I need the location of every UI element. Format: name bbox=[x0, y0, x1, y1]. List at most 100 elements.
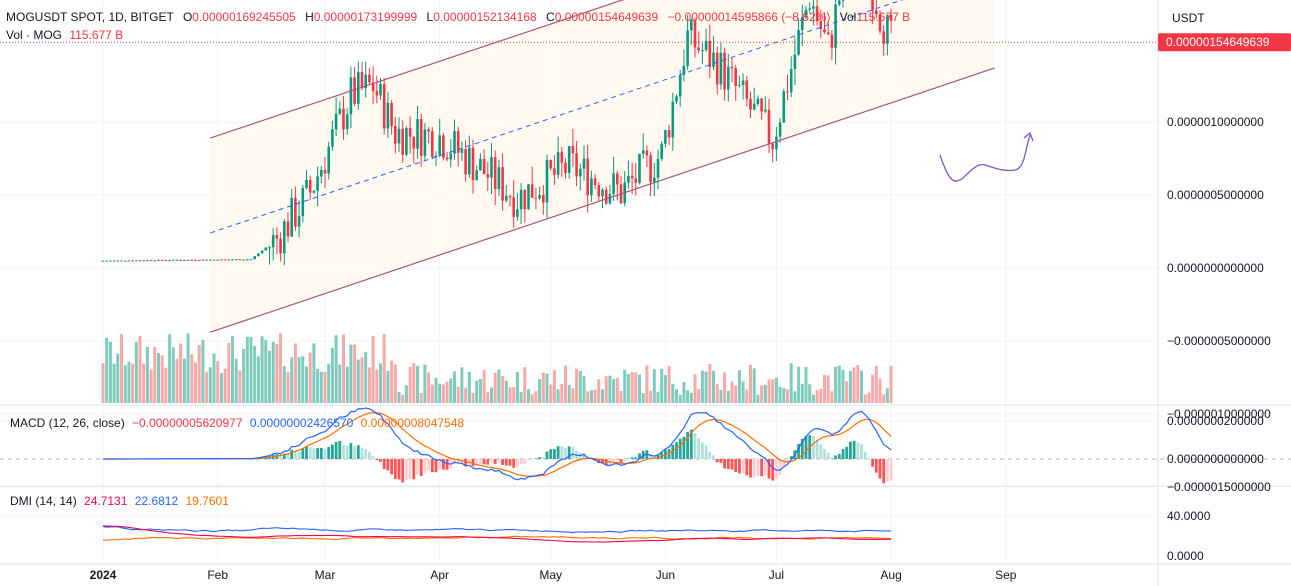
candle-body bbox=[505, 195, 508, 201]
volume-bar bbox=[138, 335, 142, 403]
macd-hist-bar bbox=[560, 446, 564, 459]
candle-body bbox=[560, 152, 564, 163]
volume-bar bbox=[253, 345, 257, 403]
volume-bar bbox=[475, 380, 479, 403]
volume-bar bbox=[871, 374, 875, 403]
candle-body bbox=[745, 80, 749, 99]
candle-body bbox=[752, 103, 756, 110]
candle-body bbox=[231, 259, 234, 261]
macd-hist-bar bbox=[356, 445, 360, 459]
symbol-title[interactable]: MOGUSDT SPOT, 1D, BITGET bbox=[6, 10, 174, 24]
candle-body bbox=[479, 158, 482, 171]
macd-legend: MACD (12, 26, close) −0.00000005620977 0… bbox=[10, 416, 464, 430]
macd-signal-value: 0.00000008047548 bbox=[360, 416, 465, 430]
candle-body bbox=[490, 157, 493, 178]
macd-hist-bar bbox=[456, 459, 460, 465]
macd-hist-bar bbox=[545, 451, 549, 459]
macd-hist-bar bbox=[482, 459, 486, 465]
candle-body bbox=[812, 6, 815, 9]
candle-body bbox=[882, 31, 885, 44]
projection-arrow-head bbox=[1023, 131, 1034, 142]
volume-bar bbox=[586, 391, 590, 403]
volume-bar bbox=[715, 384, 719, 403]
macd-hist-bar bbox=[371, 456, 375, 459]
candle-body bbox=[320, 169, 323, 177]
time-tick-label: Feb bbox=[207, 568, 228, 582]
volume-bar bbox=[615, 378, 619, 403]
time-tick-label: Sep bbox=[995, 568, 1017, 582]
macd-hist-bar bbox=[823, 448, 826, 459]
candle-body bbox=[841, 0, 845, 1]
candle-body bbox=[379, 84, 382, 96]
macd-hist-bar bbox=[323, 449, 327, 459]
volume-bar bbox=[845, 381, 849, 403]
volume-bar bbox=[279, 333, 283, 403]
candle-body bbox=[257, 253, 260, 257]
volume-bar bbox=[438, 383, 442, 403]
macd-hist-bar bbox=[582, 452, 586, 459]
projection-path bbox=[939, 134, 1031, 182]
candle-body bbox=[819, 21, 823, 29]
macd-hist-bar bbox=[804, 435, 808, 459]
volume-bar bbox=[490, 387, 493, 403]
volume-bar bbox=[464, 387, 468, 403]
volume-bar bbox=[360, 357, 364, 403]
macd-hist-bar bbox=[641, 450, 645, 459]
volume-bar bbox=[704, 371, 708, 403]
candle-body bbox=[401, 128, 404, 155]
candle-body bbox=[179, 259, 182, 261]
dmi-title[interactable]: DMI (14, 14) bbox=[10, 494, 77, 508]
time-tick-label: Mar bbox=[315, 568, 336, 582]
candle-body bbox=[738, 85, 741, 87]
macd-hist-bar bbox=[501, 459, 504, 465]
macd-hist-bar bbox=[379, 459, 382, 462]
candle-body bbox=[789, 69, 793, 93]
candle-body bbox=[419, 119, 423, 156]
volume-bar bbox=[638, 374, 641, 403]
candle-body bbox=[675, 96, 678, 102]
candle-body bbox=[719, 52, 723, 85]
volume-bar bbox=[815, 390, 819, 403]
volume-bar bbox=[512, 387, 516, 403]
candle-body bbox=[497, 167, 501, 190]
macd-hist-bar bbox=[745, 459, 749, 476]
candle-body bbox=[634, 178, 638, 183]
price-tick-label: −0.0000005000000 bbox=[1167, 334, 1271, 348]
candle-body bbox=[542, 194, 545, 203]
candle-body bbox=[249, 259, 253, 261]
candle-body bbox=[186, 259, 190, 261]
macd-hist-bar bbox=[453, 459, 456, 465]
currency-label[interactable]: USDT bbox=[1172, 11, 1205, 25]
candle-body bbox=[616, 173, 619, 185]
macd-title[interactable]: MACD (12, 26, close) bbox=[10, 416, 125, 430]
candle-body bbox=[586, 158, 589, 196]
volume-bar bbox=[860, 370, 863, 403]
candle-body bbox=[286, 221, 290, 237]
macd-hist-bar bbox=[412, 459, 416, 480]
macd-tick-label: 0.0000000000000 bbox=[1167, 452, 1264, 466]
candle-body bbox=[804, 9, 808, 18]
macd-hist-bar bbox=[290, 449, 294, 459]
candle-body bbox=[590, 178, 593, 196]
macd-hist-bar bbox=[652, 455, 656, 459]
candle-body bbox=[593, 178, 597, 186]
volume-bar bbox=[619, 391, 623, 403]
candle-body bbox=[308, 180, 312, 193]
volume-bar bbox=[863, 394, 867, 403]
volume-bar bbox=[671, 383, 675, 403]
vol-value: 115.677 B bbox=[856, 10, 911, 24]
vol-mog-label[interactable]: Vol · MOG bbox=[6, 28, 63, 42]
candle-body bbox=[760, 98, 763, 112]
volume-bar bbox=[737, 370, 741, 403]
volume-bar bbox=[312, 343, 316, 403]
volume-bar bbox=[190, 354, 194, 403]
header-line: MOGUSDT SPOT, 1D, BITGET O0.000001692455… bbox=[6, 10, 910, 24]
volume-bar bbox=[597, 379, 601, 403]
candle-body bbox=[334, 113, 338, 130]
candle-body bbox=[690, 19, 693, 31]
macd-hist-bar bbox=[723, 459, 726, 469]
candle-body bbox=[445, 157, 449, 160]
volume-bar bbox=[434, 377, 438, 403]
candle-body bbox=[823, 28, 826, 33]
